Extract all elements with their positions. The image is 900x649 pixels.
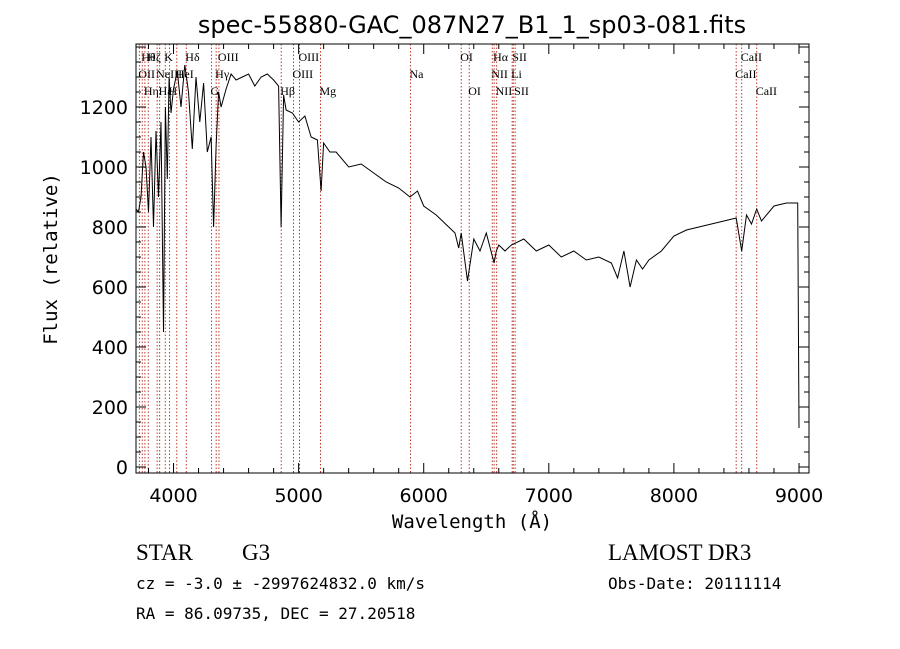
x-tick-label: 5000 <box>274 485 322 507</box>
plot-frame <box>135 43 810 474</box>
y-axis-label: Flux (relative) <box>40 173 62 345</box>
line-marker-label: OI <box>468 84 481 98</box>
line-marker-label: Hβ <box>280 84 295 98</box>
y-tick-label: 200 <box>92 397 128 419</box>
y-tick-label: 1200 <box>80 97 128 119</box>
redshift-info: cz = -3.0 ± -2997624832.0 km/s <box>136 574 425 593</box>
line-marker-label: Hδ <box>185 50 200 64</box>
spectral-line-markers <box>138 44 758 473</box>
spectral-line-labels: OIIHθHηHζNeIIIHεKHHeIHδGHγOIIIHβOIIIOIII… <box>138 50 777 98</box>
x-tick-label: 4000 <box>149 485 197 507</box>
survey-name: LAMOST DR3 <box>608 540 751 565</box>
line-marker-label: HeI <box>176 67 194 81</box>
object-subclass: G3 <box>242 540 270 565</box>
line-marker-label: Mg <box>320 84 337 98</box>
x-tick-label: 8000 <box>650 485 698 507</box>
observation-date: Obs-Date: 20111114 <box>608 574 781 593</box>
line-marker-label: G <box>211 84 220 98</box>
x-tick-label: 9000 <box>775 485 823 507</box>
line-marker-label: OIII <box>292 67 313 81</box>
y-tick-label: 1000 <box>80 157 128 179</box>
line-marker-label: CaII <box>756 84 777 98</box>
line-marker-label: Hη <box>144 84 159 98</box>
y-tick-label: 400 <box>92 337 128 359</box>
line-marker-label: Hα <box>493 50 509 64</box>
x-tick-label: 6000 <box>400 485 448 507</box>
line-marker-label: K <box>164 50 173 64</box>
x-tick-label: 7000 <box>525 485 573 507</box>
line-marker-label: Li <box>511 67 522 81</box>
line-marker-label: OI <box>460 50 473 64</box>
y-tick-label: 800 <box>92 217 128 239</box>
line-marker-label: OII <box>138 67 155 81</box>
line-marker-label: CaII <box>741 50 762 64</box>
line-marker-label: OIII <box>298 50 319 64</box>
y-axis: 0 200 400 600 800 1000 1200 <box>80 46 809 479</box>
line-marker-label: NII <box>491 67 508 81</box>
spectrum-line <box>135 64 800 429</box>
line-marker-label: Hγ <box>215 67 230 81</box>
line-marker-label: SII <box>514 84 529 98</box>
line-marker-label: OIII <box>218 50 239 64</box>
object-class: STAR <box>136 540 194 565</box>
line-marker-label: CaII <box>735 67 756 81</box>
chart-title: spec-55880-GAC_087N27_B1_1_sp03-081.fits <box>198 11 746 39</box>
y-tick-label: 0 <box>116 457 128 479</box>
line-marker-label: Na <box>409 67 424 81</box>
line-marker-label: Hθ <box>141 50 156 64</box>
line-marker-label: NII <box>496 84 513 98</box>
coordinates-info: RA = 86.09735, DEC = 27.20518 <box>136 604 415 623</box>
line-marker-label: Hζ <box>147 50 161 64</box>
x-axis-label: Wavelength (Å) <box>392 510 552 533</box>
y-tick-label: 600 <box>92 277 128 299</box>
x-axis: 4000 5000 6000 7000 8000 9000 <box>148 44 823 507</box>
line-marker-label: SII <box>512 50 527 64</box>
